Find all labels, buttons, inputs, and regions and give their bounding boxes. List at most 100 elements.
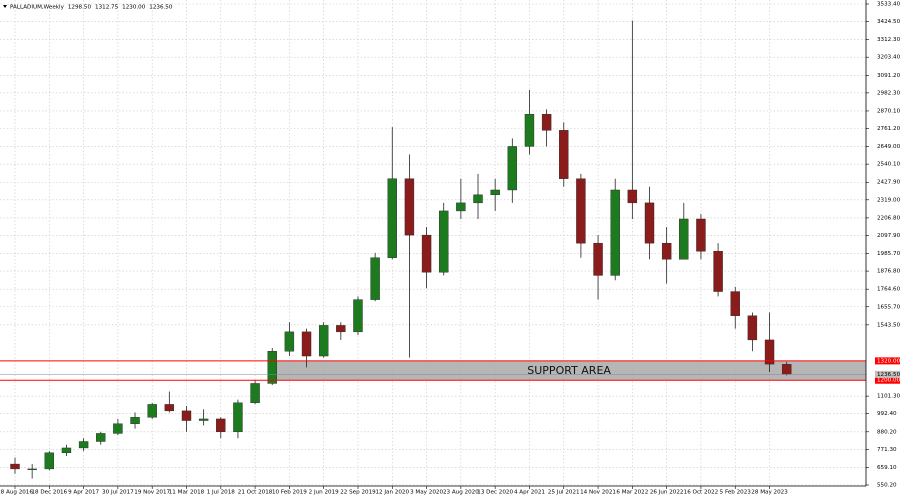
x-tick-label: 23 Aug 2020: [443, 490, 479, 496]
candle-body: [216, 418, 226, 433]
candle-body: [713, 251, 723, 292]
header: PALLADIUM,Weekly 1298.50 1312.75 1230.00 123…: [10, 4, 173, 10]
x-tick-label: 21 Oct 2018: [238, 490, 273, 496]
y-tick-label: 659.10: [877, 465, 897, 471]
y-tick-label: 880.20: [877, 429, 897, 435]
y-tick-label: 992.40: [877, 411, 897, 417]
y-tick-label: 3312.30: [877, 37, 900, 43]
candle-body: [541, 113, 552, 131]
x-tick-label: 13 Dec 2020: [477, 490, 513, 496]
y-tick-label: 1876.80: [877, 269, 900, 275]
y-tick-label: 1101.30: [877, 394, 900, 400]
candle-body: [421, 234, 432, 273]
candle-body: [387, 178, 397, 258]
x-tick-label: 12 Jan 2020: [375, 490, 409, 496]
candle-body: [507, 146, 518, 191]
candle-body: [10, 463, 20, 470]
x-tick-label: 11 Mar 2018: [169, 490, 205, 496]
candle-body: [764, 339, 775, 365]
y-tick-label: 1764.60: [877, 287, 900, 293]
candle-body: [284, 331, 295, 352]
candle-body: [404, 178, 415, 236]
support-area: [272, 360, 866, 381]
candle-body: [147, 404, 157, 418]
header-value: 1230.00: [122, 4, 146, 10]
price-label: 1320.00: [877, 358, 900, 364]
header-value: 1298.50: [68, 4, 92, 10]
candle-body: [439, 210, 449, 273]
y-tick-label: 2206.80: [877, 215, 900, 221]
x-tick-label: 18 Dec 2016: [31, 490, 67, 496]
price-box: [875, 370, 900, 378]
candle-body: [370, 257, 380, 300]
candle-body: [198, 418, 209, 421]
y-tick-label: 2982.30: [877, 90, 900, 96]
header-value: 1312.75: [95, 4, 119, 10]
y-tick-label: 2870.10: [877, 108, 900, 114]
candle-body: [781, 364, 792, 375]
candle-body: [661, 242, 672, 260]
y-tick-label: 3533.40: [877, 2, 900, 8]
y-tick-label: 2319.00: [877, 197, 900, 203]
candle-body: [627, 189, 638, 204]
x-tick-label: 19 Nov 2017: [134, 490, 170, 496]
candle-body: [113, 423, 123, 434]
candle-body: [730, 291, 740, 316]
y-tick-label: 1543.50: [877, 322, 900, 328]
candle-body: [318, 325, 329, 357]
candle-body: [61, 447, 72, 453]
x-tick-label: 26 Jun 2022: [650, 490, 684, 496]
x-tick-label: 1 Jul 2018: [207, 490, 236, 496]
candle-body: [490, 189, 500, 196]
price-label: 1236.50: [877, 372, 900, 378]
candle-body: [267, 351, 277, 384]
y-tick-label: 550.20: [877, 483, 897, 489]
candle-body: [164, 404, 175, 412]
x-tick-label: 4 Apr 2021: [514, 490, 545, 496]
candle-body: [576, 178, 586, 244]
y-tick-label: 1985.70: [877, 251, 900, 257]
x-tick-label: 22 Sep 2019: [340, 490, 376, 496]
candle-body: [130, 417, 140, 424]
x-tick-label: 25 Jul 2021: [548, 490, 580, 496]
x-tick-label: 6 Mar 2022: [616, 490, 648, 496]
candle-body: [27, 468, 37, 470]
candle-body: [524, 113, 535, 147]
x-tick-label: 28 May 2023: [751, 490, 788, 496]
y-tick-label: 1655.70: [877, 304, 900, 310]
candle-body: [336, 325, 346, 333]
plot: SUPPORT AREA: [0, 0, 866, 486]
candle-body: [44, 452, 55, 470]
y-tick-label: 3424.50: [877, 19, 900, 25]
x-tick-label: 16 Oct 2022: [684, 490, 719, 496]
candle-body: [610, 189, 620, 276]
candle-body: [593, 242, 603, 276]
x-tick-label: 28 Aug 2016: [0, 490, 33, 496]
candle-body: [301, 331, 312, 357]
candle-body: [250, 383, 260, 404]
candle-body: [644, 202, 655, 244]
x-tick-label: 14 Nov 2021: [580, 490, 616, 496]
symbol-title: PALLADIUM,Weekly: [10, 4, 65, 10]
price-box: [875, 376, 900, 384]
x-tick-label: 10 Feb 2019: [272, 490, 307, 496]
header-arrow: [3, 5, 7, 8]
y-tick-label: 3203.40: [877, 55, 900, 61]
y-tick-label: 771.30: [877, 447, 897, 453]
y-tick-label: 3091.20: [877, 73, 900, 79]
candle-body: [679, 218, 689, 260]
y-tick-label: 2761.20: [877, 126, 900, 132]
candle-body: [473, 194, 483, 204]
price-box: [875, 357, 900, 365]
candle-body: [456, 202, 466, 212]
candle-body: [353, 299, 363, 333]
y-tick-label: 2427.90: [877, 180, 900, 186]
price-label: 1200.00: [877, 378, 900, 384]
x-tick-label: 30 Jul 2017: [102, 490, 134, 496]
header-value: 1236.50: [149, 4, 173, 10]
x-tick-label: 5 Feb 2023: [720, 490, 752, 496]
candle-body: [747, 315, 758, 341]
candle-body: [78, 441, 89, 449]
